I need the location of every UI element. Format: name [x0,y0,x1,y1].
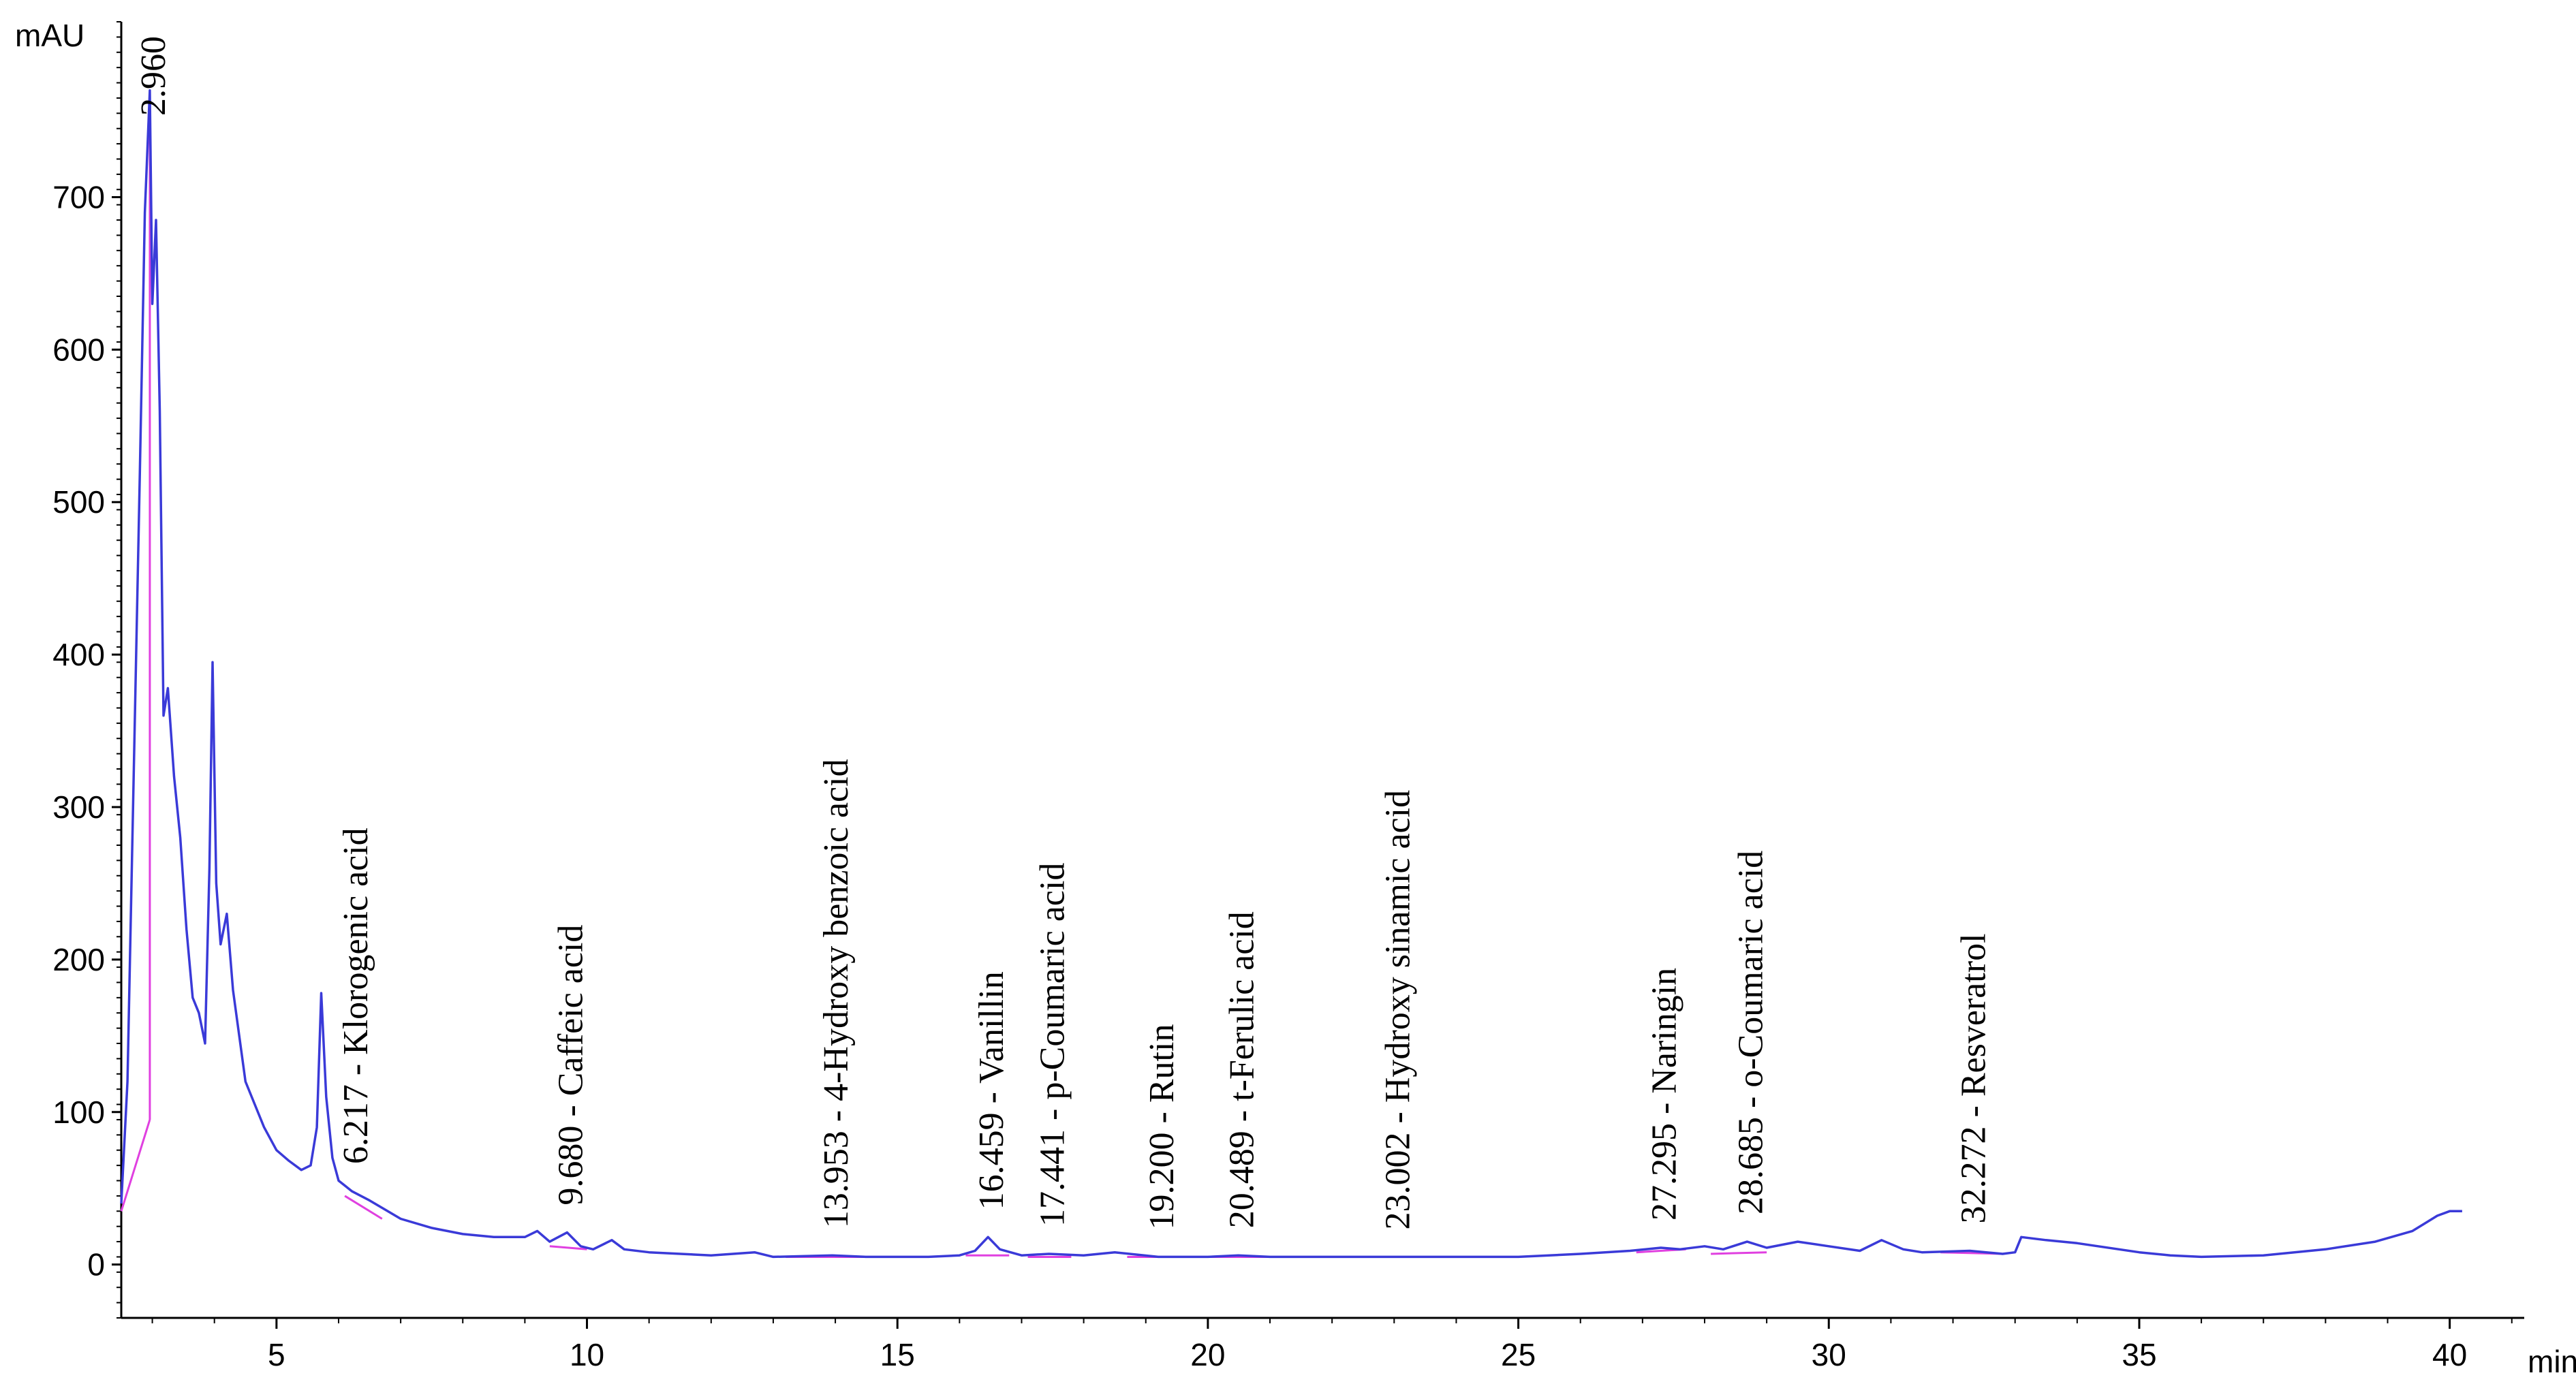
peak-label: 9.680 - Caffeic acid [551,925,590,1206]
peak-label: 20.489 - t-Ferulic acid [1222,911,1261,1228]
y-axis-unit-label: mAU [15,18,84,53]
y-tick-label: 400 [52,637,105,672]
y-axis-ticks: 0 100 200 300 400 500 600 700 [52,21,121,1319]
baseline-segment [1711,1251,1767,1255]
peak-label: 13.953 - 4-Hydroxy benzoic acid [817,759,856,1228]
y-tick-label: 600 [52,332,105,367]
peak-label: 19.200 - Rutin [1143,1024,1181,1230]
peak-label: 17.441 - p-Coumaric acid [1034,863,1072,1227]
y-tick-label: 200 [52,942,105,977]
x-tick-label: 30 [1812,1337,1846,1372]
peak-label: 6.217 - Klorogenic acid [337,828,375,1164]
baseline-segment [549,1245,587,1250]
peak-label: 28.685 - o-Coumaric acid [1731,851,1770,1214]
x-tick-label: 10 [570,1337,604,1372]
x-axis-unit-label: min [2528,1344,2576,1379]
peak-label: 32.272 - Resveratrol [1954,933,1993,1223]
y-tick-label: 0 [87,1247,105,1282]
x-axis-ticks: 5 10 15 20 25 30 35 40 [151,1318,2513,1372]
y-tick-label: 700 [52,179,105,215]
x-tick-label: 25 [1501,1337,1536,1372]
y-tick-label: 100 [52,1094,105,1130]
y-tick-label: 500 [52,484,105,520]
x-tick-label: 40 [2432,1337,2467,1372]
axes [120,22,2524,1319]
baseline-segment [344,1195,383,1220]
x-tick-label: 15 [880,1337,915,1372]
y-tick-label: 300 [52,789,105,825]
chromatogram-trace [120,89,2462,1259]
peak-label: 16.459 - Vanillin [972,971,1011,1210]
peak-label: 27.295 - Naringin [1645,968,1684,1220]
x-tick-label: 5 [268,1337,285,1372]
peak-labels: 2.960 6.217 - Klorogenic acid 9.680 - Caff… [134,36,1993,1229]
x-tick-label: 20 [1190,1337,1225,1372]
x-tick-label: 35 [2122,1337,2156,1372]
baseline-segment [120,1119,151,1212]
peak-label: 23.002 - Hydroxy sinamic acid [1378,790,1417,1230]
peak-label: 2.960 [134,36,173,116]
